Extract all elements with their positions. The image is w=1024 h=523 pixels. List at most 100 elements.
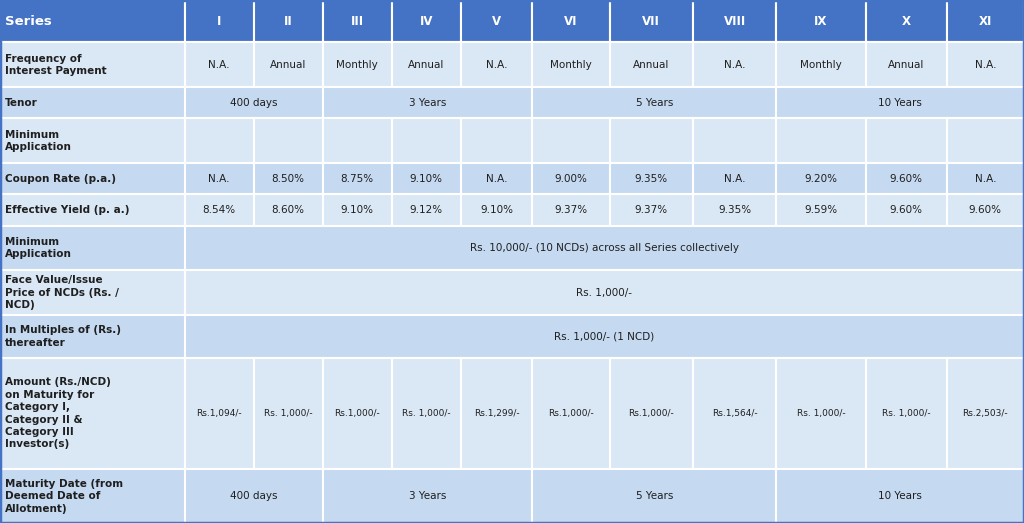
Text: Rs.1,000/-: Rs.1,000/- bbox=[629, 409, 674, 418]
Text: Tenor: Tenor bbox=[5, 98, 38, 108]
Text: 400 days: 400 days bbox=[229, 491, 278, 501]
Bar bbox=[532, 469, 776, 523]
Bar bbox=[609, 118, 693, 163]
Bar bbox=[0, 315, 184, 358]
Text: N.A.: N.A. bbox=[208, 60, 229, 70]
Bar bbox=[254, 163, 323, 195]
Text: N.A.: N.A. bbox=[485, 60, 507, 70]
Bar bbox=[532, 163, 609, 195]
Bar bbox=[946, 118, 1024, 163]
Text: 400 days: 400 days bbox=[229, 98, 278, 108]
Text: Monthly: Monthly bbox=[550, 60, 592, 70]
Bar bbox=[461, 118, 532, 163]
Bar bbox=[254, 358, 323, 469]
Bar bbox=[392, 195, 461, 226]
Text: 5 Years: 5 Years bbox=[636, 491, 673, 501]
Bar bbox=[323, 118, 392, 163]
Bar bbox=[609, 358, 693, 469]
Text: VI: VI bbox=[564, 15, 578, 28]
Text: VII: VII bbox=[642, 15, 660, 28]
Bar bbox=[323, 195, 392, 226]
Text: In Multiples of (Rs.)
thereafter: In Multiples of (Rs.) thereafter bbox=[5, 325, 121, 348]
Bar bbox=[532, 118, 609, 163]
Bar bbox=[532, 87, 776, 118]
Text: 5 Years: 5 Years bbox=[636, 98, 673, 108]
Text: N.A.: N.A. bbox=[724, 60, 745, 70]
Bar bbox=[0, 87, 184, 118]
Text: 9.12%: 9.12% bbox=[410, 205, 442, 215]
Text: Annual: Annual bbox=[270, 60, 306, 70]
Bar bbox=[693, 163, 776, 195]
Bar bbox=[392, 42, 461, 87]
Text: 9.00%: 9.00% bbox=[555, 174, 588, 184]
Text: Frequency of
Interest Payment: Frequency of Interest Payment bbox=[5, 54, 106, 76]
Text: Rs.1,000/-: Rs.1,000/- bbox=[334, 409, 380, 418]
Bar bbox=[184, 270, 1024, 315]
Bar bbox=[532, 195, 609, 226]
Text: Rs.1,299/-: Rs.1,299/- bbox=[474, 409, 519, 418]
Bar bbox=[254, 0, 323, 42]
Text: Rs.2,503/-: Rs.2,503/- bbox=[963, 409, 1008, 418]
Text: 9.59%: 9.59% bbox=[805, 205, 838, 215]
Bar bbox=[693, 195, 776, 226]
Text: Maturity Date (from
Deemed Date of
Allotment): Maturity Date (from Deemed Date of Allot… bbox=[5, 479, 123, 514]
Text: Annual: Annual bbox=[409, 60, 444, 70]
Bar bbox=[946, 42, 1024, 87]
Text: N.A.: N.A. bbox=[724, 174, 745, 184]
Text: Rs. 1,000/-: Rs. 1,000/- bbox=[402, 409, 451, 418]
Text: 8.60%: 8.60% bbox=[271, 205, 305, 215]
Bar bbox=[184, 226, 1024, 270]
Bar bbox=[323, 0, 392, 42]
Text: Annual: Annual bbox=[888, 60, 925, 70]
Bar bbox=[392, 358, 461, 469]
Bar bbox=[776, 163, 865, 195]
Text: Rs.1,000/-: Rs.1,000/- bbox=[548, 409, 594, 418]
Text: N.A.: N.A. bbox=[975, 174, 996, 184]
Text: Rs.1,564/-: Rs.1,564/- bbox=[712, 409, 758, 418]
Text: VIII: VIII bbox=[724, 15, 745, 28]
Text: III: III bbox=[350, 15, 364, 28]
Text: 9.10%: 9.10% bbox=[480, 205, 513, 215]
Text: Rs. 1,000/- (1 NCD): Rs. 1,000/- (1 NCD) bbox=[554, 332, 654, 342]
Bar bbox=[184, 163, 254, 195]
Bar bbox=[776, 469, 1024, 523]
Bar bbox=[609, 195, 693, 226]
Text: IX: IX bbox=[814, 15, 827, 28]
Bar bbox=[693, 118, 776, 163]
Bar bbox=[865, 0, 946, 42]
Text: 9.60%: 9.60% bbox=[969, 205, 1001, 215]
Text: 9.20%: 9.20% bbox=[805, 174, 838, 184]
Text: Rs. 1,000/-: Rs. 1,000/- bbox=[797, 409, 845, 418]
Text: Effective Yield (p. a.): Effective Yield (p. a.) bbox=[5, 205, 129, 215]
Bar bbox=[609, 163, 693, 195]
Bar bbox=[693, 358, 776, 469]
Bar bbox=[0, 118, 184, 163]
Bar bbox=[254, 42, 323, 87]
Bar bbox=[693, 42, 776, 87]
Text: Minimum
Application: Minimum Application bbox=[5, 130, 72, 152]
Bar bbox=[0, 0, 184, 42]
Text: 8.75%: 8.75% bbox=[341, 174, 374, 184]
Text: 10 Years: 10 Years bbox=[879, 98, 922, 108]
Bar bbox=[865, 163, 946, 195]
Bar bbox=[184, 87, 323, 118]
Bar bbox=[776, 195, 865, 226]
Text: Annual: Annual bbox=[633, 60, 670, 70]
Text: Amount (Rs./NCD)
on Maturity for
Category I,
Category II &
Category III
Investor: Amount (Rs./NCD) on Maturity for Categor… bbox=[5, 378, 111, 449]
Text: 9.35%: 9.35% bbox=[635, 174, 668, 184]
Text: Series: Series bbox=[5, 15, 52, 28]
Text: 8.54%: 8.54% bbox=[203, 205, 236, 215]
Bar bbox=[392, 163, 461, 195]
Text: Monthly: Monthly bbox=[800, 60, 842, 70]
Text: 10 Years: 10 Years bbox=[879, 491, 922, 501]
Bar bbox=[461, 195, 532, 226]
Bar bbox=[461, 358, 532, 469]
Text: 9.60%: 9.60% bbox=[890, 174, 923, 184]
Bar bbox=[0, 195, 184, 226]
Bar bbox=[323, 87, 532, 118]
Text: Monthly: Monthly bbox=[336, 60, 378, 70]
Text: 9.37%: 9.37% bbox=[554, 205, 588, 215]
Text: 9.10%: 9.10% bbox=[341, 205, 374, 215]
Bar bbox=[184, 195, 254, 226]
Bar bbox=[461, 42, 532, 87]
